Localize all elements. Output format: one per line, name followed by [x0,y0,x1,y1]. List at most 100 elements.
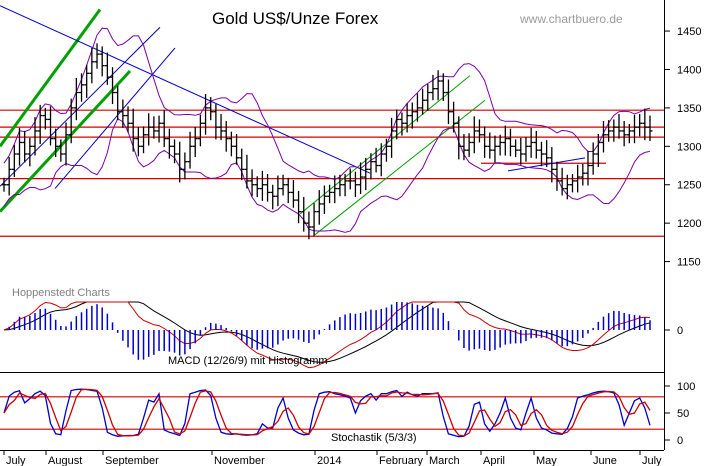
y-tick-label: 1250 [677,180,701,192]
price-bar [575,164,581,193]
price-bar [161,110,167,148]
price-bar [327,184,333,204]
price-bar [285,177,291,204]
price-bar [182,152,188,180]
price-bar [342,173,348,197]
price-bar [53,128,59,158]
x-tick-label: May [536,455,557,466]
price-bar [265,173,271,202]
price-bar [218,114,224,141]
y-tick-label: 1300 [677,141,701,153]
x-tick-label: February [379,455,424,466]
watermark: www.chartbuero.de [519,12,623,26]
price-bar [502,125,508,156]
price-bar [172,139,178,164]
price-bar [11,144,17,178]
price-bar [533,130,539,159]
price-bar [642,108,648,141]
price-bar [94,43,100,69]
price-bar [347,168,353,190]
price-bar [27,137,33,167]
price-bar [311,203,317,237]
price-bar [554,161,560,191]
price-bar [244,154,250,189]
price-bar [146,113,152,146]
price-bar [513,139,519,158]
price-bar [528,127,534,158]
price-bar [125,106,131,133]
price-bar [497,134,503,156]
stoch-d-line [3,388,651,437]
price-bar [482,126,488,158]
price-bar [352,171,358,198]
price-bar [17,127,23,166]
price-bar [301,197,307,232]
price-bar [383,138,389,162]
price-bar [228,131,234,157]
price-bar [223,120,229,152]
trend-line [299,75,471,215]
x-tick-label: September [105,455,159,466]
price-bar [544,140,550,168]
price-bar [461,134,467,161]
trend-line [0,8,102,148]
price-bar [590,142,596,175]
price-bar [332,175,338,204]
price-bar [192,127,198,158]
price-bar [275,175,281,207]
price-bar [290,180,296,208]
price-bar [79,73,85,102]
price-bar [115,85,121,121]
price-bar [32,117,38,156]
price-bar [89,47,95,84]
macd-label: MACD (12/26/9) mit Histogramm [168,355,328,367]
x-tick-label: April [483,455,505,466]
price-bar [239,148,245,181]
price-bar [621,120,627,147]
chart-title: Gold US$/Unze Forex [212,9,379,28]
price-bar [187,131,193,169]
price-bar [120,99,126,128]
source-label: Hoppenstedt Charts [12,287,110,299]
price-bar [451,101,457,133]
x-tick-label: July [642,455,662,466]
price-bar [435,70,441,101]
price-bar [523,137,529,162]
y-tick-label: 1200 [677,218,701,230]
trend-line [0,5,371,174]
price-bar [606,120,612,142]
price-bar [104,52,110,85]
bollinger-lower [3,117,651,233]
price-bar [151,116,157,139]
price-bar [84,64,90,98]
macd-line [3,301,651,369]
y-tick-label: 1350 [677,103,701,115]
price-bar [306,211,312,240]
price-bar [394,109,400,140]
price-bar [213,104,219,140]
price-bar [409,102,415,129]
price-bar [420,88,426,115]
price-bar [270,184,276,210]
price-bar [559,167,565,196]
price-bar [208,97,214,121]
price-bar [280,174,286,196]
price-bar [358,162,364,194]
price-bar [6,157,12,196]
price-bar [203,94,209,135]
price-bar [569,173,575,193]
price-bar [378,143,384,177]
price-bar [234,134,240,165]
price-bar [487,132,493,159]
price-bar [42,107,48,130]
price-bar [440,73,446,101]
price-bar [637,114,643,137]
price-bar [600,120,606,153]
x-tick-label: 2014 [317,455,341,466]
y-tick-label: 1400 [677,64,701,76]
price-bar [471,116,477,154]
price-bar [580,163,586,186]
price-bar [564,174,570,200]
